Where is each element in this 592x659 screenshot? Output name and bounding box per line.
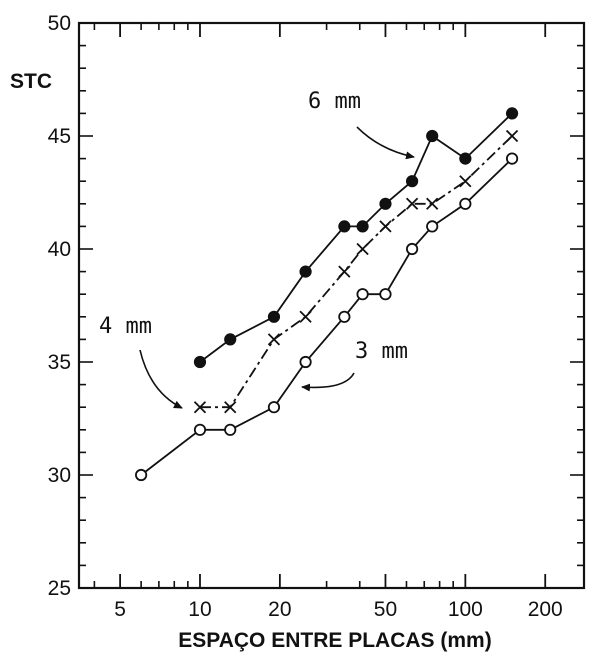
data-point <box>299 310 312 323</box>
data-point <box>299 355 312 369</box>
y-tick-label: 45 <box>48 125 71 148</box>
data-point <box>505 129 519 143</box>
y-tick-label: 25 <box>48 577 71 600</box>
data-point <box>459 175 472 188</box>
x-tick-label: 50 <box>374 598 397 621</box>
data-point <box>224 423 237 436</box>
series-annotations: 6 mm 4 mm 3 mm <box>99 89 415 409</box>
data-point <box>405 242 419 256</box>
data-point <box>193 355 207 369</box>
data-point <box>356 242 369 256</box>
plot-border <box>77 21 586 590</box>
x-tick-label: 100 <box>448 598 483 621</box>
y-tick-label: 35 <box>48 351 71 374</box>
y-tick-label: 50 <box>48 12 71 35</box>
data-point <box>267 333 281 346</box>
data-point <box>299 265 312 278</box>
data-point <box>224 401 237 414</box>
series-4-mm <box>193 129 519 414</box>
data-point <box>405 175 419 188</box>
data-point <box>356 220 369 233</box>
pointer-arrow-6-mm <box>356 126 415 160</box>
series-6-mm <box>193 107 519 369</box>
data-point <box>505 107 519 120</box>
series-line-4-mm <box>199 135 513 409</box>
tick-labels: 5 10 20 50 100 200 25 30 35 40 45 50 <box>48 12 563 621</box>
pointer-arrow-3-mm <box>301 372 355 392</box>
x-tick-label: 20 <box>268 598 291 621</box>
series-line-6-mm <box>199 112 513 363</box>
series-label-3-mm: 3 mm <box>355 339 408 364</box>
y-tick-label: 30 <box>48 464 71 487</box>
data-point <box>193 423 207 436</box>
x-tick-label: 5 <box>114 598 126 621</box>
data-point <box>267 401 281 414</box>
series-label-6-mm: 6 mm <box>308 89 361 114</box>
pointer-arrow-4-mm <box>139 349 183 409</box>
data-point <box>379 288 392 301</box>
data-point <box>426 197 439 210</box>
data-point <box>379 220 392 233</box>
y-axis-title: STC <box>10 70 52 93</box>
series-layer <box>135 107 519 482</box>
series-label-4-mm: 4 mm <box>99 314 152 339</box>
data-point <box>193 401 207 414</box>
x-axis-title: ESPAÇO ENTRE PLACAS (mm) <box>178 629 491 652</box>
data-point <box>405 197 419 210</box>
data-point <box>459 152 472 165</box>
data-point <box>224 333 237 346</box>
series-3-mm <box>135 152 519 482</box>
data-point <box>135 468 148 482</box>
data-point <box>338 265 351 278</box>
data-point <box>338 310 351 323</box>
data-point <box>505 152 519 165</box>
data-point <box>426 129 439 143</box>
y-tick-label: 40 <box>48 238 71 261</box>
x-tick-label: 10 <box>188 598 211 621</box>
data-point <box>459 197 472 210</box>
data-point <box>338 220 351 233</box>
plot-frame <box>77 21 586 590</box>
data-point <box>356 288 369 301</box>
data-point <box>267 310 281 323</box>
x-tick-label: 200 <box>528 598 563 621</box>
data-point <box>426 220 439 233</box>
data-point <box>379 197 392 210</box>
axis-ticks <box>79 22 584 589</box>
